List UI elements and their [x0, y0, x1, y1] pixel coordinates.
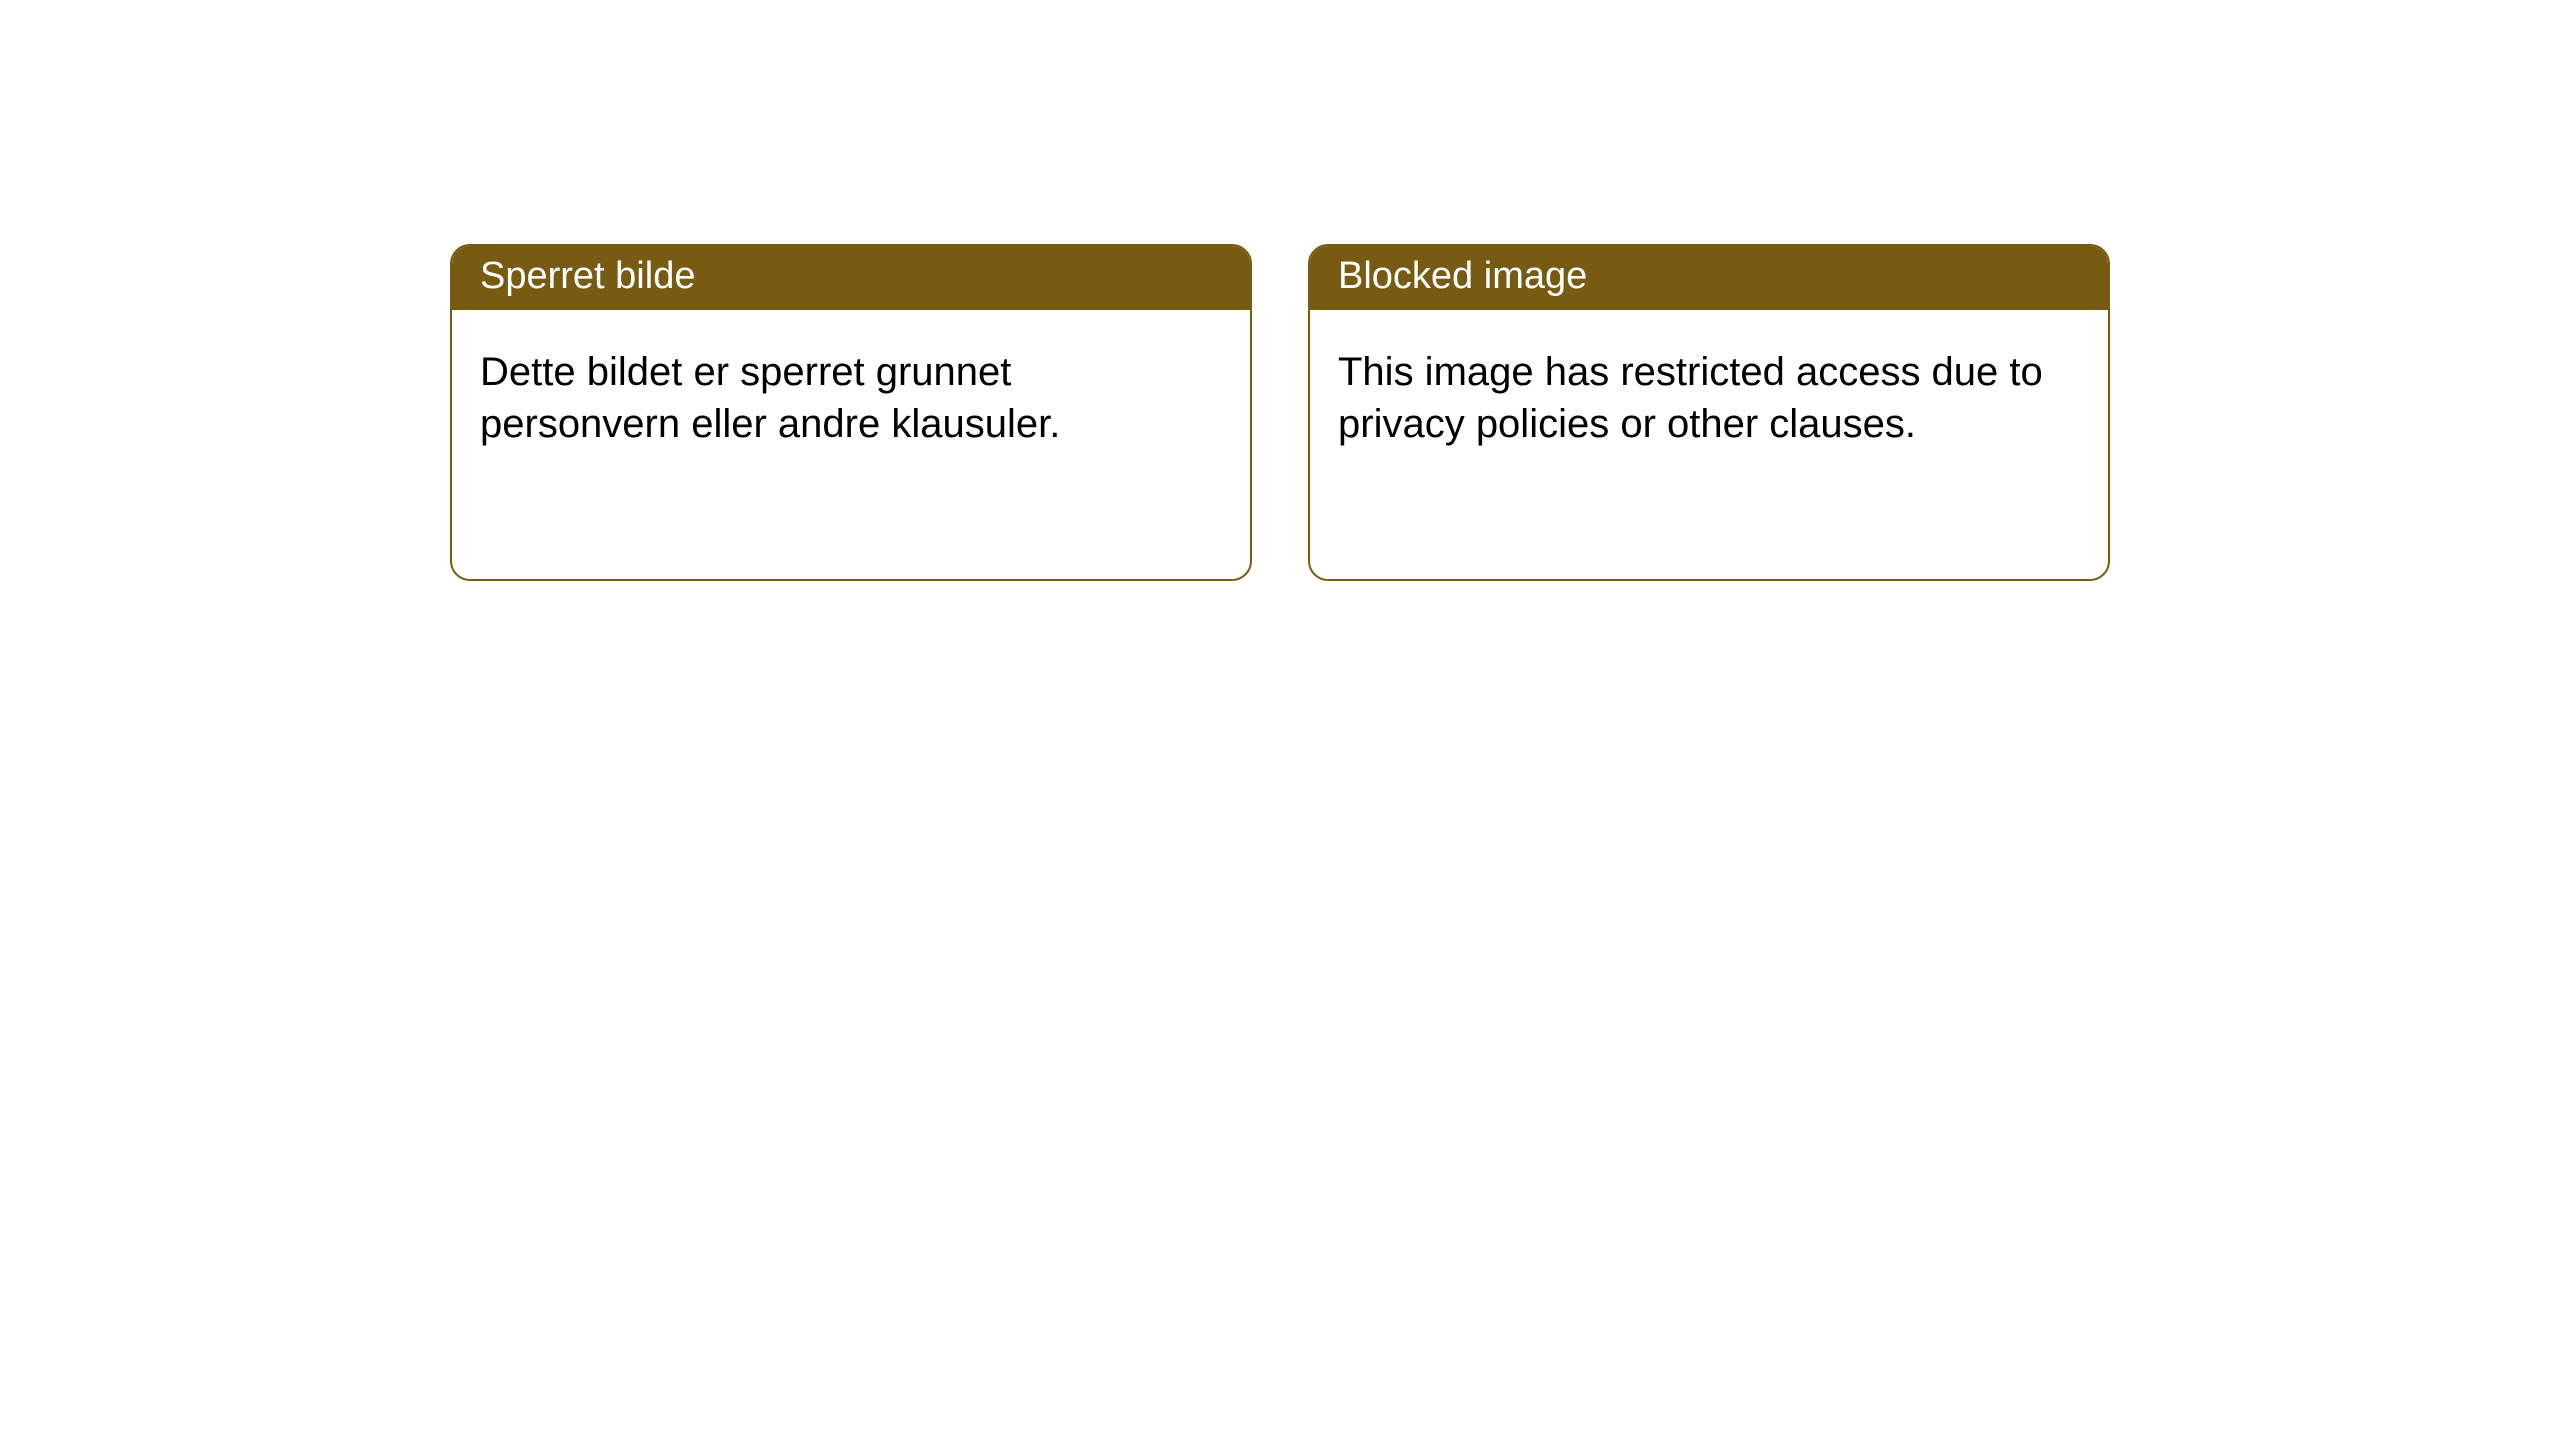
notice-container: Sperret bilde Dette bildet er sperret gr…	[0, 0, 2560, 581]
notice-title-no: Sperret bilde	[452, 246, 1250, 310]
notice-body-en: This image has restricted access due to …	[1310, 310, 2108, 478]
notice-card-en: Blocked image This image has restricted …	[1308, 244, 2110, 581]
notice-card-no: Sperret bilde Dette bildet er sperret gr…	[450, 244, 1252, 581]
notice-body-no: Dette bildet er sperret grunnet personve…	[452, 310, 1250, 478]
notice-title-en: Blocked image	[1310, 246, 2108, 310]
